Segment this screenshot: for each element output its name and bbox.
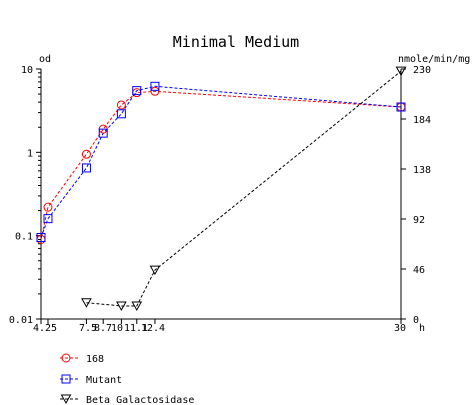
data-point bbox=[395, 66, 407, 77]
series-mutant bbox=[36, 81, 406, 243]
x-tick-label: 10 bbox=[111, 323, 123, 334]
data-point bbox=[116, 301, 127, 311]
x-tick-label: 12.4 bbox=[141, 323, 165, 334]
data-point bbox=[396, 102, 406, 112]
series-line bbox=[40, 85, 402, 238]
data-point bbox=[150, 86, 160, 96]
data-point bbox=[116, 100, 126, 110]
x-tick-label: 11.1 bbox=[124, 323, 148, 334]
legend-item: Mutant bbox=[60, 374, 122, 386]
legend-marker bbox=[61, 353, 71, 363]
legend-marker bbox=[61, 374, 71, 384]
data-point bbox=[150, 81, 160, 91]
x-tick-label: 8.7 bbox=[94, 323, 112, 334]
x-tick-label: 30 bbox=[394, 323, 406, 334]
data-point bbox=[36, 233, 46, 243]
data-point bbox=[81, 163, 91, 173]
x-tick-label: 4.25 bbox=[33, 323, 57, 334]
series-layer bbox=[36, 66, 407, 311]
legend-label: Beta Galactosidase bbox=[86, 395, 194, 405]
y-right-tick-label: 138 bbox=[413, 165, 431, 176]
series-168 bbox=[36, 86, 406, 244]
legend-marker bbox=[60, 394, 72, 405]
series-line bbox=[86, 70, 402, 307]
data-point bbox=[98, 128, 108, 138]
legend-label: 168 bbox=[86, 354, 104, 365]
y-left-tick-label: 10 bbox=[21, 65, 33, 76]
y-right-tick-label: 184 bbox=[413, 115, 431, 126]
data-point bbox=[43, 214, 53, 224]
y-right-axis-label: nmole/min/mg bbox=[398, 54, 470, 65]
legend-label: Mutant bbox=[86, 375, 122, 386]
y-right-tick-label: 230 bbox=[413, 65, 431, 76]
data-point bbox=[149, 265, 161, 276]
y-right-tick-label: 92 bbox=[413, 215, 425, 226]
x-tick-label: 7.5 bbox=[79, 323, 97, 334]
y-left-tick-label: 0.01 bbox=[9, 315, 33, 326]
y-right-tick-label: 0 bbox=[413, 315, 419, 326]
data-point bbox=[131, 301, 143, 311]
data-point bbox=[132, 86, 142, 96]
legend-item: 168 bbox=[60, 353, 104, 365]
chart-title: Minimal Medium bbox=[173, 33, 299, 51]
series-beta-galactosidase bbox=[81, 66, 407, 311]
y-left-tick-label: 0.1 bbox=[15, 232, 33, 243]
y-right-tick-label: 46 bbox=[413, 265, 425, 276]
data-point bbox=[81, 149, 91, 159]
data-point bbox=[116, 109, 126, 119]
legend-item: Beta Galactosidase bbox=[60, 394, 194, 405]
legend: 168 Mutant Beta Galactosidase bbox=[60, 353, 194, 405]
y-left-axis-label: od bbox=[39, 54, 51, 65]
y-left-tick-label: 1 bbox=[27, 148, 33, 159]
data-point bbox=[43, 202, 53, 212]
data-point bbox=[81, 298, 92, 308]
x-axis-unit: h bbox=[419, 323, 425, 334]
